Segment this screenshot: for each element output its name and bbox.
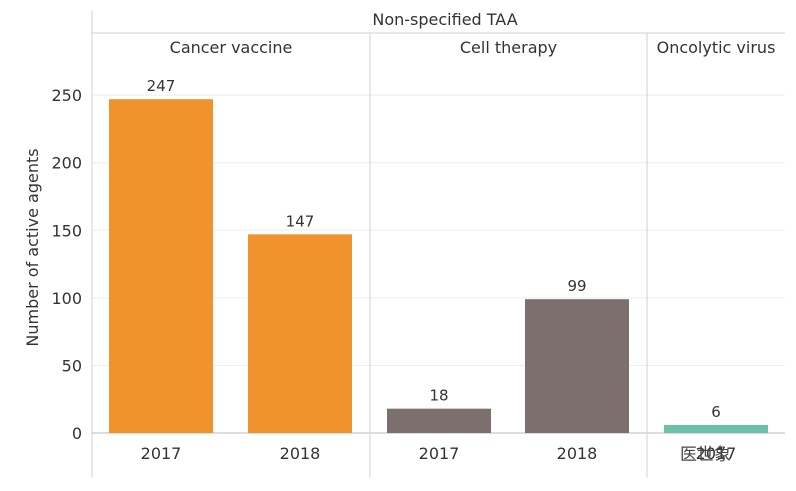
panel-header: Cancer vaccine: [170, 38, 293, 57]
x-tick-label: 2017: [419, 444, 460, 463]
y-tick-label: 50: [62, 356, 82, 375]
x-tick-label: 2018: [557, 444, 598, 463]
y-tick-label: 250: [51, 86, 82, 105]
data-label: 18: [429, 387, 448, 405]
y-tick-label: 100: [51, 289, 82, 308]
data-label: 247: [147, 77, 176, 95]
data-labels: 247 147 18 99 6: [147, 77, 721, 421]
bars: [109, 99, 768, 434]
data-label: 147: [286, 212, 315, 230]
bar: [109, 99, 213, 434]
data-label: 99: [567, 277, 586, 295]
x-tick-label: 2017: [696, 444, 737, 463]
y-tick-label: 150: [51, 221, 82, 240]
chart-title: Non-specified TAA: [372, 10, 517, 29]
panel-header: Oncolytic virus: [657, 38, 776, 57]
panel-headers: Cancer vaccine Cell therapy Oncolytic viru…: [170, 38, 776, 57]
x-tick-label: 2018: [280, 444, 321, 463]
x-axis-ticks: 2017 2018 2017 2018 2017: [141, 444, 737, 463]
y-axis-label: Number of active agents: [23, 148, 42, 346]
y-axis-ticks: 0 50 100 150 200 250: [51, 86, 82, 443]
bar: [248, 234, 352, 433]
bar: [525, 299, 629, 433]
watermark-text: 医世象: [680, 445, 731, 465]
y-tick-label: 200: [51, 154, 82, 173]
data-label: 6: [711, 403, 721, 421]
bar: [664, 424, 768, 433]
x-tick-label: 2017: [141, 444, 182, 463]
panel-header: Cell therapy: [460, 38, 557, 57]
bar: [387, 408, 491, 433]
y-tick-label: 0: [72, 424, 82, 443]
